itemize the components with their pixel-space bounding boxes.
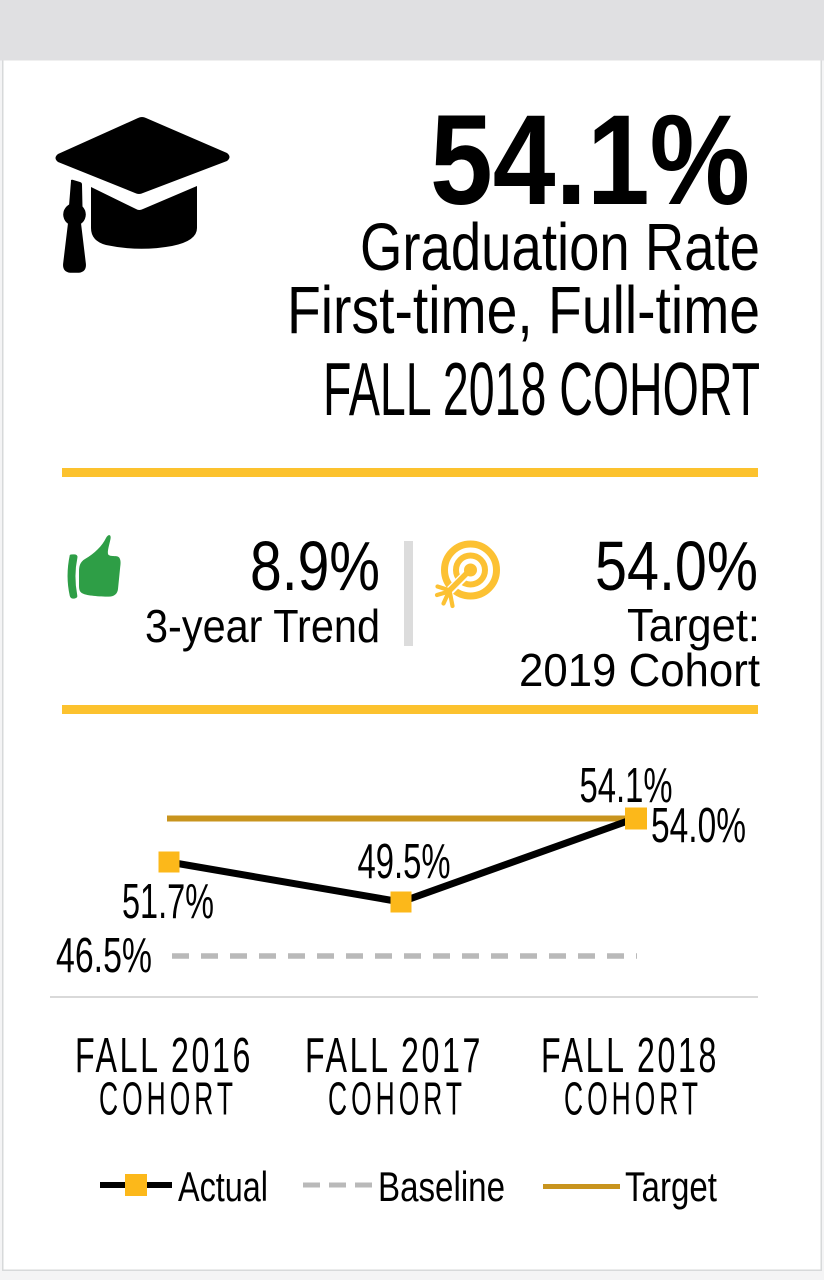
svg-text:Baseline: Baseline (378, 1163, 505, 1210)
svg-text:First-time, Full-time: First-time, Full-time (287, 273, 760, 348)
svg-text:FALL 2017: FALL 2017 (305, 1029, 483, 1083)
svg-text:FALL 2018 COHORT: FALL 2018 COHORT (323, 347, 760, 431)
svg-text:COHORT: COHORT (564, 1073, 702, 1125)
svg-text:54.1%: 54.1% (430, 89, 750, 232)
svg-text:54.0%: 54.0% (651, 799, 746, 853)
svg-text:46.5%: 46.5% (56, 929, 152, 983)
svg-text:2019 Cohort: 2019 Cohort (519, 644, 760, 696)
svg-text:54.1%: 54.1% (580, 759, 673, 813)
svg-text:Target:: Target: (627, 599, 760, 651)
svg-text:FALL 2016: FALL 2016 (75, 1029, 253, 1083)
svg-text:FALL 2018: FALL 2018 (541, 1029, 719, 1083)
svg-text:COHORT: COHORT (328, 1073, 466, 1125)
svg-text:54.0%: 54.0% (595, 527, 758, 605)
svg-text:3-year Trend: 3-year Trend (145, 600, 380, 652)
svg-text:8.9%: 8.9% (250, 527, 380, 605)
svg-text:Graduation Rate: Graduation Rate (360, 210, 760, 285)
svg-text:49.5%: 49.5% (358, 835, 451, 889)
svg-text:51.7%: 51.7% (122, 875, 214, 929)
svg-text:Target: Target (625, 1163, 717, 1210)
svg-text:Actual: Actual (178, 1163, 268, 1210)
svg-text:COHORT: COHORT (99, 1073, 237, 1125)
